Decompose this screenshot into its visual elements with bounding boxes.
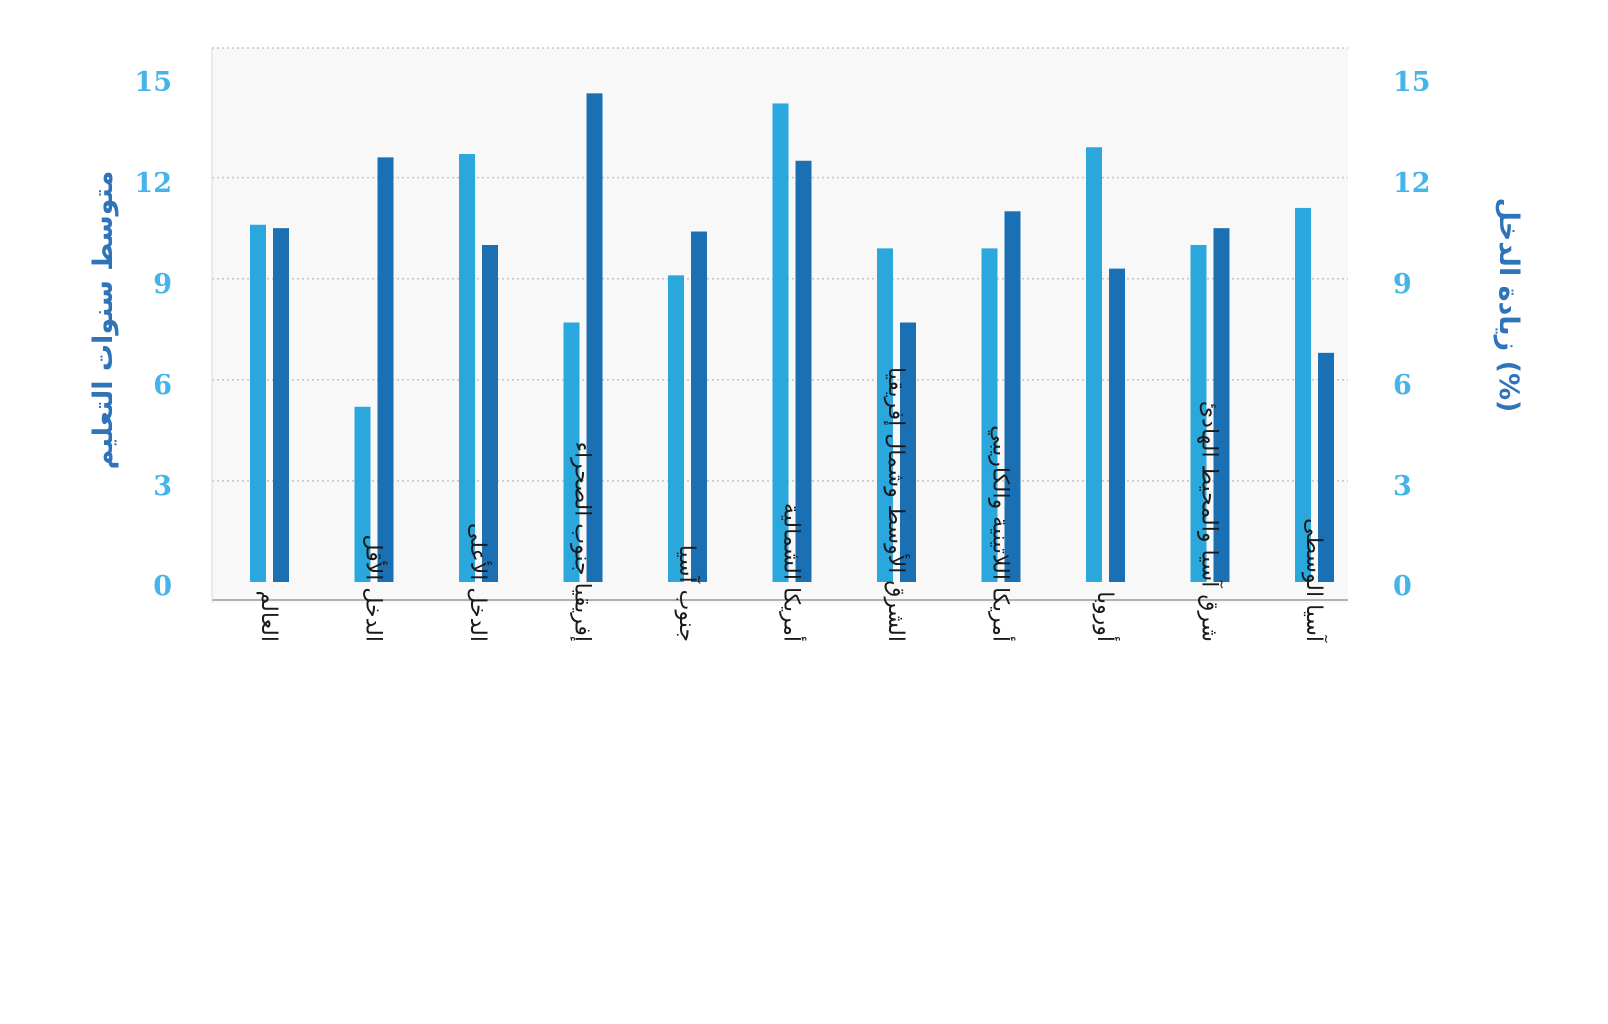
y-tick-left-15: 15 xyxy=(134,67,172,98)
bar-left-10 xyxy=(1295,207,1311,582)
y-tick-left-6: 6 xyxy=(153,370,172,401)
bar-right-5 xyxy=(795,160,812,582)
bar-right-3 xyxy=(586,93,603,582)
y-axis-right-ticks: 0 3 6 9 12 15 xyxy=(1393,67,1431,602)
y-tick-left-12: 12 xyxy=(134,168,172,199)
bar-left-5 xyxy=(772,103,789,583)
y-tick-left-9: 9 xyxy=(153,269,172,300)
bar-left-3 xyxy=(563,322,580,582)
x-axis-ticks: العالم الدخل الأقل الدخل الأعلى إفريقيا جنو… xyxy=(256,367,1328,643)
bar-right-10 xyxy=(1318,352,1334,582)
x-tick-label-1: الدخل الأقل xyxy=(361,535,388,642)
y-tick-right-3: 3 xyxy=(1393,471,1412,502)
x-tick-label-0: العالم xyxy=(256,591,281,642)
bar-right-8 xyxy=(1109,268,1125,582)
bar-right-0 xyxy=(273,228,289,582)
x-tick-label-2: الدخل الأعلى xyxy=(465,523,492,642)
x-tick-label-6: الشرق الأوسط وشمال إفريقيا xyxy=(883,367,910,642)
bar-left-0 xyxy=(250,224,266,582)
y-tick-right-9: 9 xyxy=(1393,269,1412,300)
x-tick-label-5: أمريكا الشمالية xyxy=(779,503,807,642)
bar-left-9 xyxy=(1190,245,1207,582)
bar-left-6 xyxy=(877,248,893,582)
bar-left-1 xyxy=(354,406,371,582)
y-tick-left-3: 3 xyxy=(153,471,172,502)
bar-left-7 xyxy=(981,248,998,582)
bar-right-9 xyxy=(1213,228,1230,582)
bar-right-6 xyxy=(900,322,916,582)
y-axis-right-label: زيادة الدخل (%) xyxy=(1493,198,1524,413)
bar-right-7 xyxy=(1004,211,1021,583)
y-tick-left-0: 0 xyxy=(153,571,172,602)
y-tick-right-6: 6 xyxy=(1393,370,1412,401)
y-tick-right-15: 15 xyxy=(1393,67,1431,98)
bar-left-2 xyxy=(459,154,475,582)
bar-right-4 xyxy=(691,231,707,582)
x-tick-label-7: أمريكا اللاتينية والكاريبي xyxy=(988,425,1016,642)
bar-right-1 xyxy=(377,157,394,582)
y-axis-left-label: متوسط سنوات التعليم xyxy=(88,171,119,470)
x-tick-label-9: شرق آسيا والمحيط الهادئ xyxy=(1197,401,1224,642)
y-tick-right-12: 12 xyxy=(1393,168,1431,199)
bars xyxy=(250,93,1334,583)
x-tick-label-10: آسيا الوسطى xyxy=(1301,518,1328,643)
x-tick-label-3: إفريقيا جنوب الصحراء xyxy=(570,442,595,642)
x-tick-label-4: جنوب آسيا xyxy=(674,545,701,642)
y-axis-left-ticks: 0 3 6 9 12 15 xyxy=(134,67,172,602)
x-tick-label-8: أوروبا xyxy=(1092,591,1120,642)
bar-left-4 xyxy=(668,275,684,582)
y-tick-right-0: 0 xyxy=(1393,571,1412,602)
bar-left-8 xyxy=(1086,147,1102,582)
bar-right-2 xyxy=(482,245,498,582)
grid-lines xyxy=(212,47,1348,482)
